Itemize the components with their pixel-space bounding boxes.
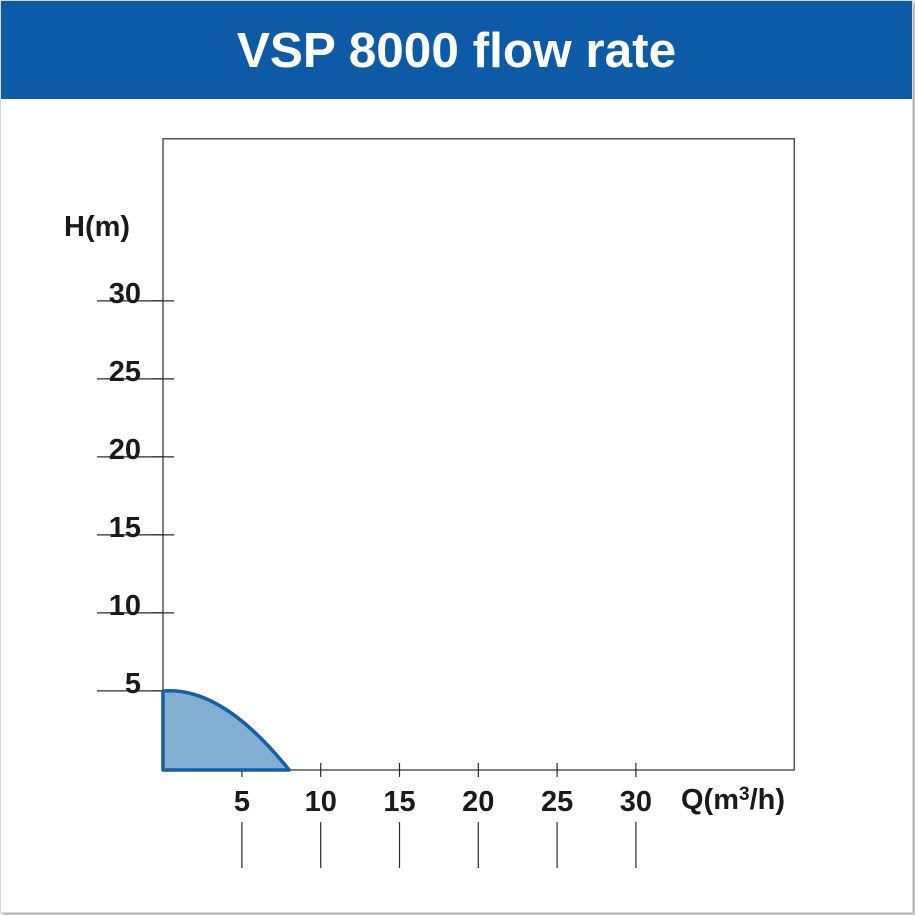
svg-text:15: 15	[109, 512, 141, 544]
svg-text:30: 30	[620, 786, 652, 818]
svg-text:15: 15	[383, 786, 415, 818]
svg-text:25: 25	[109, 356, 141, 388]
svg-text:25: 25	[541, 786, 573, 818]
svg-text:20: 20	[462, 786, 494, 818]
svg-text:H(m): H(m)	[64, 211, 130, 243]
svg-text:10: 10	[109, 590, 141, 622]
svg-text:20: 20	[109, 434, 141, 466]
svg-text:5: 5	[125, 668, 141, 700]
svg-text:5: 5	[234, 786, 250, 818]
svg-text:Q(m3/h): Q(m3/h)	[681, 784, 785, 816]
svg-text:30: 30	[109, 278, 141, 310]
svg-text:10: 10	[305, 786, 337, 818]
